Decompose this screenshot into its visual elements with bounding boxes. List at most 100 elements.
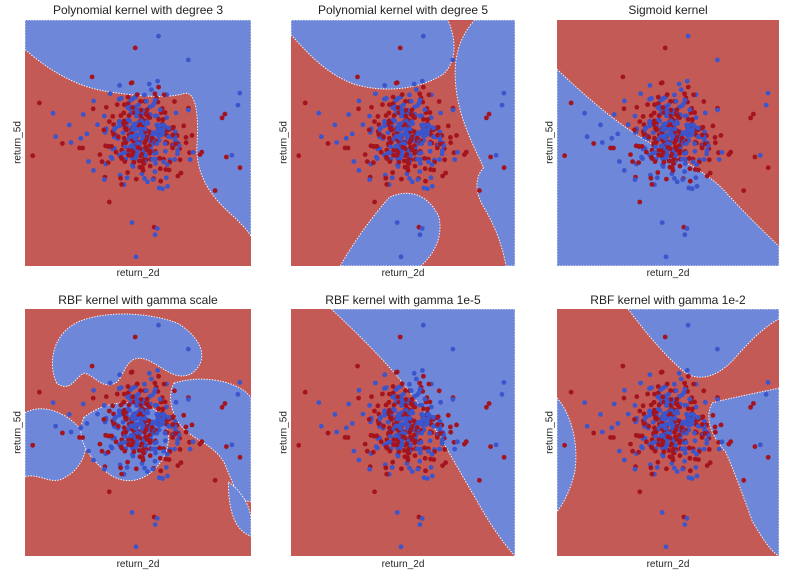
- scatter-point: [112, 126, 117, 132]
- scatter-point: [403, 130, 409, 136]
- scatter-point: [405, 457, 411, 463]
- scatter-point: [393, 433, 398, 439]
- scatter-point: [375, 114, 381, 119]
- scatter-point: [134, 113, 139, 119]
- scatter-point: [668, 402, 673, 408]
- scatter-point: [107, 380, 113, 386]
- scatter-point: [488, 444, 493, 449]
- scatter-point: [639, 433, 645, 439]
- scatter-point: [429, 451, 435, 457]
- scatter-point: [423, 468, 428, 474]
- scatter-point: [719, 149, 725, 155]
- scatter-point: [399, 176, 404, 182]
- scatter-point: [138, 99, 143, 104]
- scatter-point: [686, 127, 692, 133]
- scatter-point: [654, 175, 660, 181]
- scatter-point: [659, 220, 665, 226]
- scatter-point: [659, 80, 665, 86]
- scatter-point: [156, 406, 162, 412]
- scatter-point: [454, 133, 459, 138]
- scatter-point: [436, 388, 442, 394]
- scatter-point: [126, 437, 132, 442]
- scatter-point: [131, 159, 137, 165]
- scatter-point: [501, 165, 507, 171]
- scatter-point: [147, 418, 152, 424]
- scatter-point: [702, 110, 708, 116]
- scatter-point: [434, 145, 440, 151]
- scatter-point: [394, 510, 400, 515]
- scatter-point: [420, 78, 425, 84]
- panel-title: RBF kernel with gamma 1e-2: [590, 293, 746, 307]
- scatter-point: [97, 152, 103, 158]
- scatter-point: [672, 126, 678, 132]
- scatter-point: [684, 78, 690, 84]
- scatter-point: [189, 133, 195, 138]
- scatter-point: [90, 395, 96, 401]
- scatter-point: [134, 399, 140, 405]
- scatter-point: [162, 430, 168, 436]
- scatter-point: [385, 130, 391, 136]
- scatter-point: [151, 101, 157, 106]
- scatter-point: [493, 152, 499, 158]
- scatter-point: [695, 134, 701, 140]
- scatter-point: [421, 185, 427, 191]
- scatter-point: [120, 130, 126, 136]
- scatter-point: [144, 107, 150, 113]
- decision-region: [291, 20, 455, 90]
- scatter-point: [628, 152, 633, 158]
- scatter-point: [676, 143, 682, 149]
- scatter-point: [685, 84, 691, 90]
- scatter-point: [486, 401, 492, 406]
- scatter-point: [126, 152, 131, 158]
- scatter-point: [443, 460, 448, 466]
- scatter-point: [140, 447, 146, 453]
- scatter-point: [562, 442, 567, 448]
- scatter-point: [421, 373, 426, 379]
- scatter-point: [166, 167, 172, 173]
- scatter-point: [680, 419, 686, 425]
- scatter-point: [139, 152, 145, 157]
- scatter-point: [173, 141, 179, 147]
- scatter-point: [674, 119, 680, 125]
- scatter-point: [640, 403, 646, 409]
- scatter-point: [599, 140, 605, 145]
- scatter-point: [386, 110, 392, 116]
- scatter-point: [679, 135, 685, 141]
- scatter-point: [389, 175, 395, 181]
- scatter-point: [426, 448, 431, 454]
- scatter-point: [80, 145, 85, 151]
- scatter-point: [421, 84, 426, 90]
- scatter-point: [135, 141, 141, 146]
- scatter-point: [101, 403, 107, 408]
- scatter-point: [136, 158, 142, 164]
- scatter-point: [140, 168, 146, 173]
- scatter-point: [154, 516, 160, 521]
- scatter-point: [686, 122, 691, 128]
- scatter-point: [392, 118, 398, 124]
- scatter-point: [143, 153, 149, 159]
- scatter-point: [178, 460, 184, 466]
- scatter-point: [682, 380, 687, 386]
- scatter-point: [454, 422, 459, 428]
- scatter-point: [175, 437, 181, 443]
- scatter-point: [442, 447, 448, 452]
- scatter-point: [142, 465, 147, 471]
- scatter-point: [686, 445, 692, 451]
- scatter-point: [422, 127, 427, 133]
- scatter-point: [152, 169, 158, 175]
- scatter-point: [407, 126, 413, 132]
- scatter-point: [415, 419, 421, 425]
- scatter-point: [387, 448, 393, 454]
- scatter-point: [128, 144, 133, 149]
- scatter-point: [628, 441, 633, 447]
- scatter-point: [385, 122, 391, 127]
- scatter-point: [414, 425, 420, 430]
- scatter-point: [384, 156, 390, 161]
- decision-region: [25, 20, 251, 237]
- scatter-point: [398, 443, 404, 449]
- scatter-point: [382, 83, 388, 88]
- scatter-point: [95, 411, 100, 417]
- scatter-point: [390, 170, 396, 175]
- scatter-point: [345, 145, 351, 151]
- scatter-point: [224, 154, 229, 160]
